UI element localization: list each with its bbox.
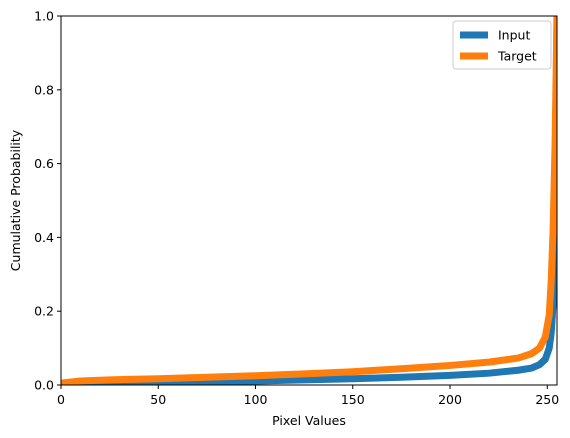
plot-area-background	[61, 16, 557, 385]
x-tick-label: 250	[535, 392, 559, 407]
x-axis-label: Pixel Values	[272, 413, 346, 428]
y-tick-label: 0.6	[34, 156, 54, 171]
series-line-input	[61, 16, 557, 385]
series-line-target	[61, 16, 557, 385]
series-layer	[61, 16, 557, 385]
x-tick-label: 200	[438, 392, 462, 407]
y-tick-label: 0.8	[34, 82, 54, 97]
x-tick-label: 150	[341, 392, 365, 407]
legend-label-target: Target	[497, 49, 537, 64]
y-axis-ticks: 0.0 0.2 0.4 0.6 0.8 1.0	[34, 9, 61, 393]
y-tick-label: 0.2	[34, 304, 54, 319]
y-tick-label: 0.4	[34, 230, 54, 245]
legend-label-input: Input	[498, 28, 530, 43]
plot-frame	[60, 15, 558, 386]
x-axis-ticks: 0 50 100 150 200 250	[57, 385, 559, 407]
y-tick-label: 0.0	[34, 378, 54, 393]
x-tick-label: 0	[57, 392, 65, 407]
legend: Input Target	[452, 20, 552, 70]
x-tick-label: 100	[244, 392, 268, 407]
y-tick-label: 1.0	[34, 9, 54, 24]
x-tick-label: 50	[150, 392, 166, 407]
y-axis-label: Cumulative Probability	[8, 129, 23, 271]
